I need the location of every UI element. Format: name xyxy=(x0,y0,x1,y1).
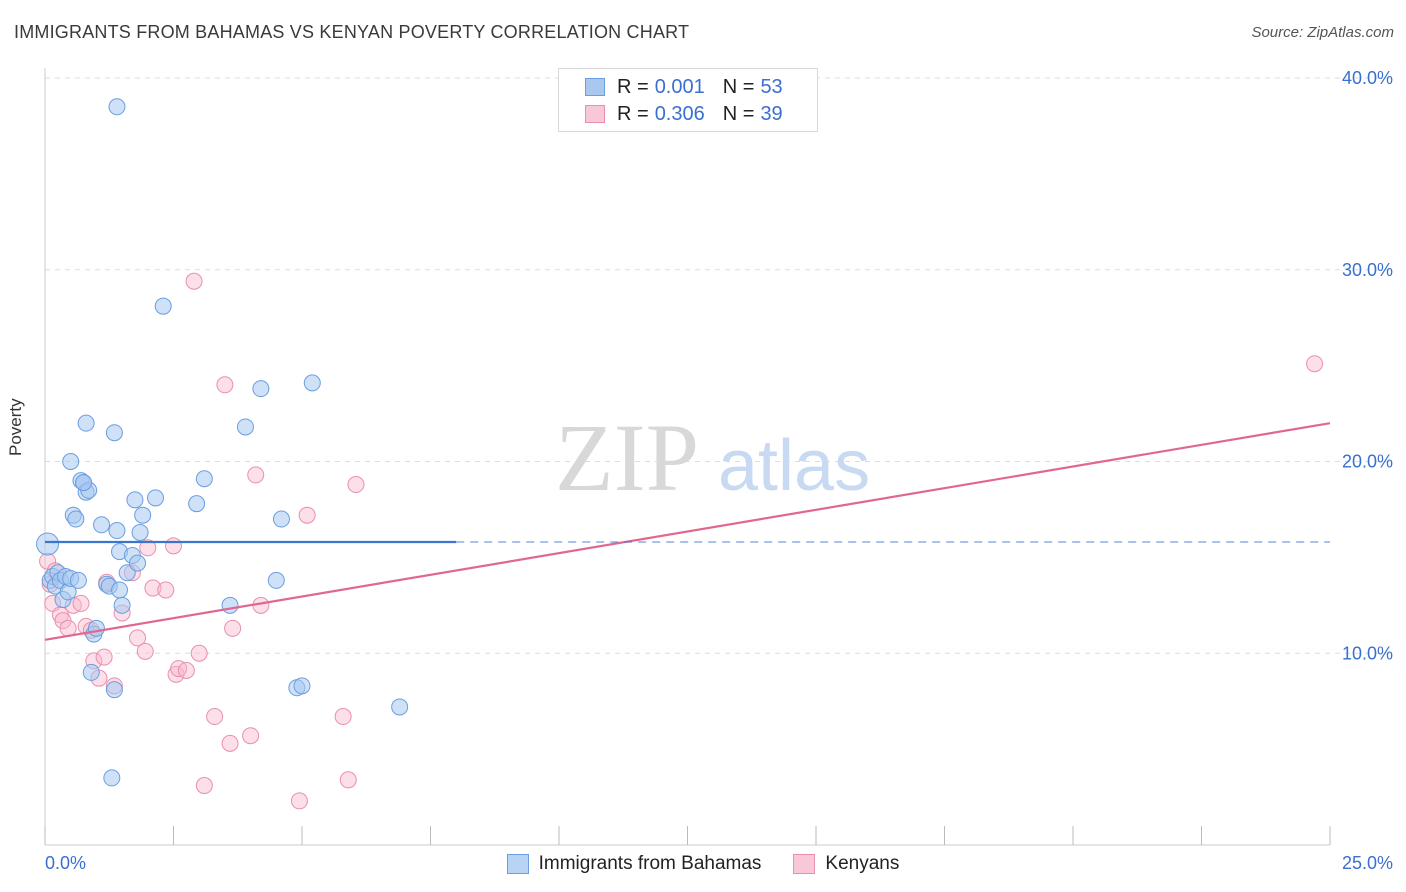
y-tick-label: 40.0% xyxy=(1342,68,1393,88)
watermark-atlas: atlas xyxy=(718,426,870,506)
bahamas-point xyxy=(103,769,121,787)
kenyans-point xyxy=(177,662,195,680)
bahamas-point xyxy=(147,489,165,507)
x-tick-label: 0.0% xyxy=(45,853,86,873)
axes xyxy=(44,68,1331,846)
bahamas-point xyxy=(108,522,126,540)
r-value-kenyans: 0.306 xyxy=(654,102,705,125)
bahamas-point xyxy=(36,532,60,556)
trend-lines xyxy=(44,422,1331,641)
r-label: R = xyxy=(617,102,649,125)
kenyans-point xyxy=(95,648,113,666)
y-tick-label: 10.0% xyxy=(1342,643,1393,663)
r-label: R = xyxy=(617,75,649,98)
kenyans-point xyxy=(195,777,213,795)
legend-swatch-blue xyxy=(506,854,529,874)
bahamas-point xyxy=(129,554,147,572)
kenyans-point xyxy=(216,376,234,394)
legend-item-bahamas: Immigrants from Bahamas xyxy=(506,852,762,876)
bahamas-point xyxy=(154,297,172,315)
kenyans-point xyxy=(221,734,239,752)
n-label: N = xyxy=(722,102,755,125)
x-tick-label: 25.0% xyxy=(1342,853,1393,873)
kenyans-point xyxy=(290,792,308,810)
kenyans-point xyxy=(185,272,203,290)
bahamas-point xyxy=(87,619,105,637)
bahamas-point xyxy=(105,681,123,699)
kenyans-point xyxy=(347,476,365,494)
bahamas-point xyxy=(195,470,213,488)
bahamas-point xyxy=(272,510,290,528)
kenyans-point xyxy=(72,594,90,612)
kenyans-point xyxy=(139,539,157,557)
kenyans-point xyxy=(334,708,352,726)
kenyans-point xyxy=(247,466,265,484)
legend-swatch-blue xyxy=(585,78,605,96)
kenyans-point xyxy=(157,581,175,599)
bahamas-point xyxy=(221,596,239,614)
kenyans-point xyxy=(136,642,154,660)
watermark: ZIP atlas xyxy=(555,404,870,511)
kenyans-point xyxy=(190,644,208,662)
tick-labels: 10.0% 20.0% 30.0% 40.0% 0.0% 25.0% xyxy=(45,68,1393,873)
bahamas-point xyxy=(77,414,95,432)
bahamas-point xyxy=(131,523,149,541)
legend-swatch-pink xyxy=(793,854,816,874)
bahamas-point xyxy=(126,491,144,509)
legend-row-bahamas: R = 0.001 N = 53 xyxy=(585,75,783,99)
bahamas-point xyxy=(236,418,254,436)
bahamas-points xyxy=(36,98,409,787)
kenyans-trend-line xyxy=(44,422,1331,641)
legend-item-kenyans: Kenyans xyxy=(793,852,899,876)
bahamas-point xyxy=(111,581,129,599)
kenyans-point xyxy=(224,619,242,637)
bahamas-point xyxy=(108,98,126,116)
legend-label-bahamas: Immigrants from Bahamas xyxy=(538,853,762,874)
kenyans-point xyxy=(129,629,147,647)
kenyans-point xyxy=(144,579,162,597)
kenyans-point xyxy=(298,506,316,524)
n-value-bahamas: 53 xyxy=(760,75,783,98)
bahamas-point xyxy=(134,506,152,524)
chart-title: IMMIGRANTS FROM BAHAMAS VS KENYAN POVERT… xyxy=(14,22,690,42)
series-legend: Immigrants from Bahamas Kenyans xyxy=(0,852,1406,876)
bahamas-point xyxy=(82,663,100,681)
bahamas-point xyxy=(293,677,311,695)
bahamas-point xyxy=(62,453,80,470)
y-tick-label: 20.0% xyxy=(1342,452,1393,472)
bahamas-point xyxy=(105,424,123,442)
kenyans-point xyxy=(339,771,357,789)
bahamas-point xyxy=(391,698,409,716)
grid-lines xyxy=(45,77,1395,654)
bahamas-point xyxy=(67,510,85,528)
bahamas-point xyxy=(252,380,270,398)
bahamas-point xyxy=(75,474,93,492)
kenyans-point xyxy=(206,708,224,726)
kenyans-point xyxy=(242,727,260,745)
n-label: N = xyxy=(722,75,755,98)
legend-row-kenyans: R = 0.306 N = 39 xyxy=(585,102,783,126)
bahamas-point xyxy=(93,516,111,534)
n-value-kenyans: 39 xyxy=(760,102,783,125)
bahamas-point xyxy=(69,571,87,589)
bahamas-point xyxy=(303,374,321,392)
legend-swatch-pink xyxy=(585,105,605,123)
bahamas-point xyxy=(113,596,131,614)
bahamas-point xyxy=(188,495,206,513)
legend-label-kenyans: Kenyans xyxy=(825,853,900,874)
kenyans-point xyxy=(1306,355,1324,373)
kenyans-point xyxy=(165,537,182,555)
bahamas-point xyxy=(267,571,285,589)
y-tick-label: 30.0% xyxy=(1342,260,1393,280)
r-value-bahamas: 0.001 xyxy=(654,75,705,98)
source-label: Source: ZipAtlas.com xyxy=(1251,24,1394,41)
watermark-zip: ZIP xyxy=(555,404,699,511)
stats-legend: R = 0.001 N = 53 R = 0.306 N = 39 xyxy=(558,68,818,132)
